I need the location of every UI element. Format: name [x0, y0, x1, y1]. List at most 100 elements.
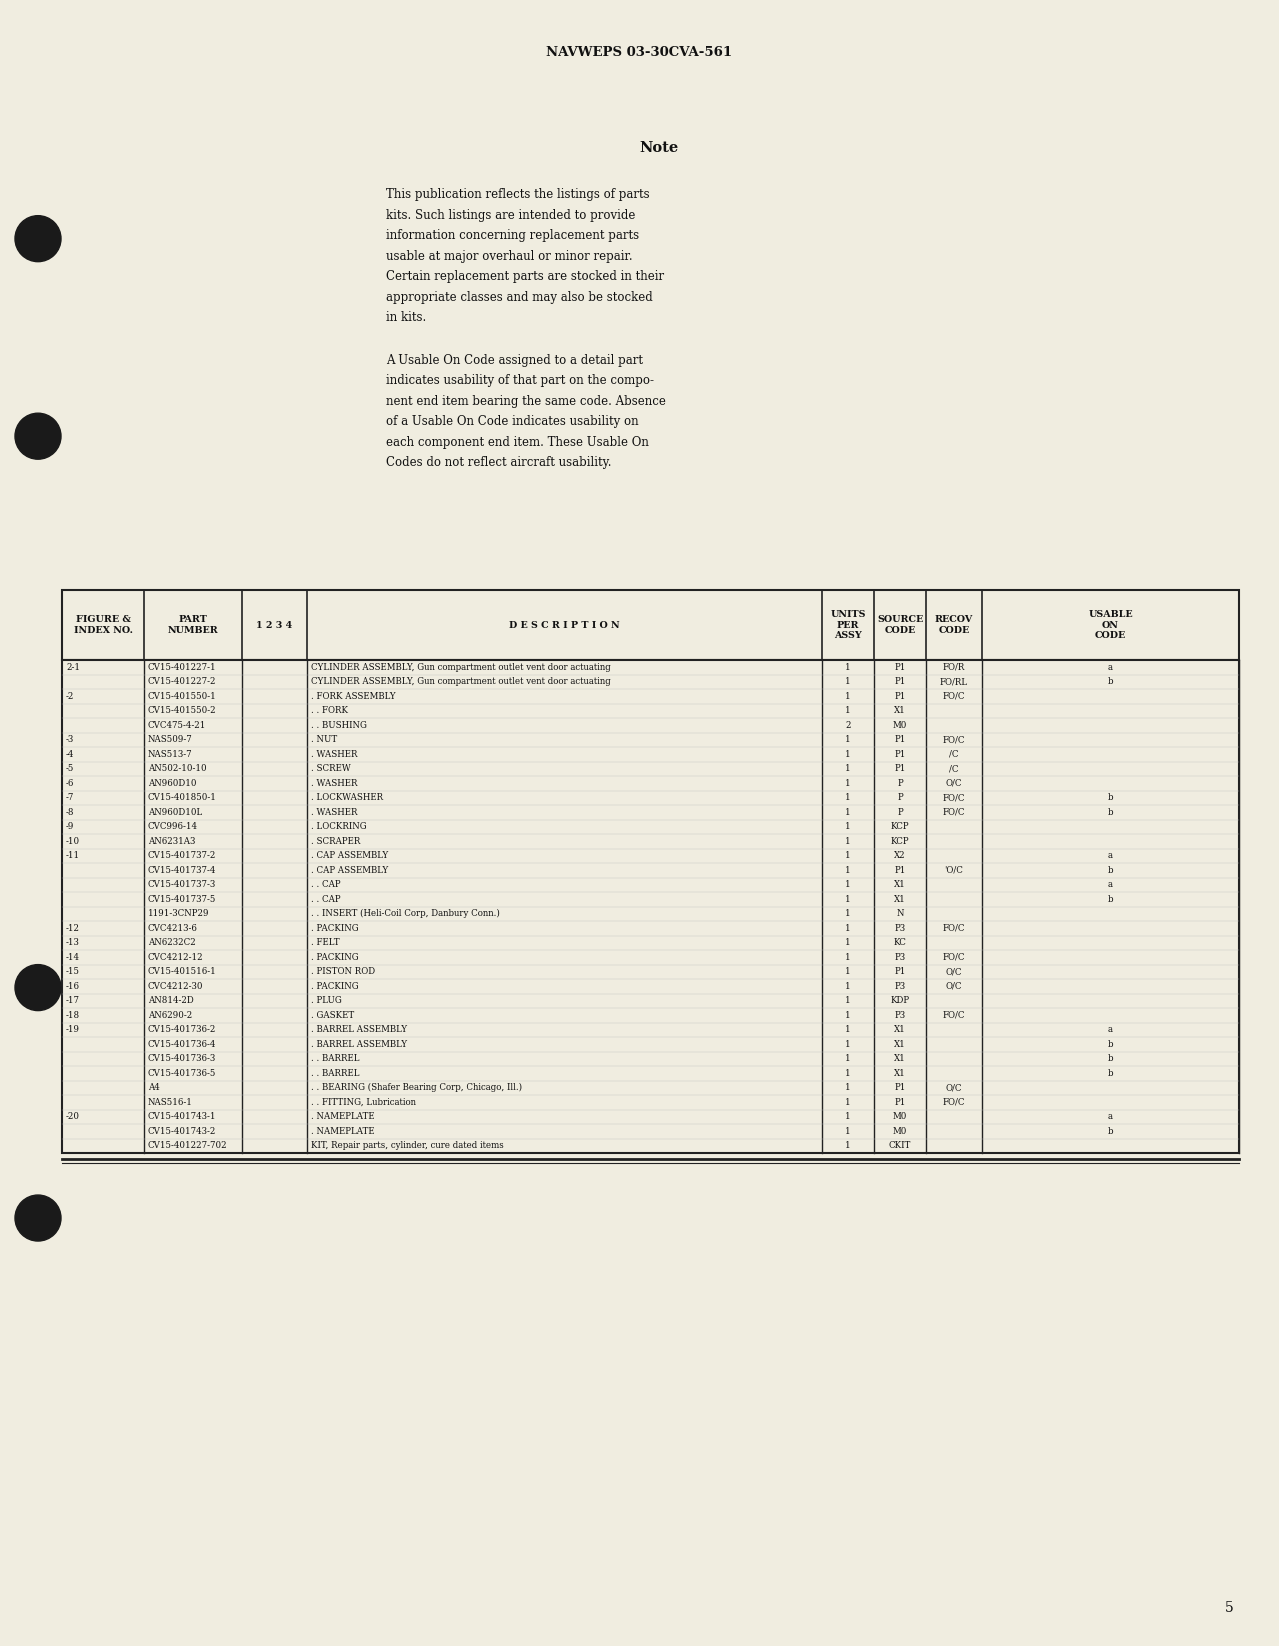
Text: -2: -2	[67, 691, 74, 701]
Text: b: b	[1108, 1040, 1113, 1049]
Text: b: b	[1108, 808, 1113, 816]
Text: 1: 1	[845, 895, 851, 904]
Text: 1: 1	[845, 923, 851, 933]
Text: UNITS
PER
ASSY: UNITS PER ASSY	[830, 611, 866, 640]
Text: . SCRAPER: . SCRAPER	[311, 836, 361, 846]
Text: X1: X1	[894, 881, 906, 889]
Text: . GASKET: . GASKET	[311, 1011, 354, 1021]
Text: KDP: KDP	[890, 996, 909, 1006]
Text: 1: 1	[845, 866, 851, 874]
Text: P1: P1	[894, 764, 906, 774]
Text: 1: 1	[845, 736, 851, 744]
Text: b: b	[1108, 866, 1113, 874]
Text: P1: P1	[894, 677, 906, 686]
Text: P1: P1	[894, 1083, 906, 1093]
Text: P3: P3	[894, 1011, 906, 1021]
Text: CV15-401736-2: CV15-401736-2	[148, 1025, 216, 1034]
Text: CV15-401737-3: CV15-401737-3	[148, 881, 216, 889]
Text: -19: -19	[67, 1025, 81, 1034]
Text: 1191-3CNP29: 1191-3CNP29	[148, 909, 210, 918]
Text: CYLINDER ASSEMBLY, Gun compartment outlet vent door actuating: CYLINDER ASSEMBLY, Gun compartment outle…	[311, 677, 611, 686]
Text: CV15-401737-5: CV15-401737-5	[148, 895, 216, 904]
Text: 1: 1	[845, 691, 851, 701]
Text: 1: 1	[845, 981, 851, 991]
Circle shape	[15, 413, 61, 459]
Text: . WASHER: . WASHER	[311, 808, 358, 816]
Text: O/C: O/C	[945, 981, 962, 991]
Text: -20: -20	[67, 1113, 81, 1121]
Text: N: N	[897, 909, 904, 918]
Text: CV15-401227-702: CV15-401227-702	[148, 1141, 228, 1151]
Text: 1: 1	[845, 881, 851, 889]
Text: . . INSERT (Heli-Coil Corp, Danbury Conn.): . . INSERT (Heli-Coil Corp, Danbury Conn…	[311, 909, 500, 918]
Text: . PACKING: . PACKING	[311, 923, 358, 933]
Text: P3: P3	[894, 981, 906, 991]
Text: 1: 1	[845, 851, 851, 861]
Bar	[61, 660, 1239, 1152]
Text: 1: 1	[845, 1040, 851, 1049]
Text: . . CAP: . . CAP	[311, 881, 340, 889]
Text: -13: -13	[67, 938, 79, 946]
Text: . BARREL ASSEMBLY: . BARREL ASSEMBLY	[311, 1025, 407, 1034]
Text: -4: -4	[67, 749, 74, 759]
Text: P: P	[897, 808, 903, 816]
Text: /C: /C	[949, 764, 959, 774]
Text: -9: -9	[67, 823, 74, 831]
Text: in kits.: in kits.	[386, 311, 426, 324]
Text: appropriate classes and may also be stocked: appropriate classes and may also be stoc…	[386, 290, 654, 303]
Text: 1: 1	[845, 1098, 851, 1106]
Text: SOURCE
CODE: SOURCE CODE	[877, 616, 923, 635]
Text: CV15-401743-2: CV15-401743-2	[148, 1128, 216, 1136]
Text: P1: P1	[894, 663, 906, 672]
Text: CKIT: CKIT	[889, 1141, 911, 1151]
Text: a: a	[1108, 1113, 1113, 1121]
Text: /C: /C	[949, 749, 959, 759]
Text: CV15-401737-4: CV15-401737-4	[148, 866, 216, 874]
Text: FO/C: FO/C	[943, 808, 966, 816]
Text: NAVWEPS 03-30CVA-561: NAVWEPS 03-30CVA-561	[546, 46, 733, 59]
Text: 1: 1	[845, 836, 851, 846]
Text: CV15-401550-1: CV15-401550-1	[148, 691, 216, 701]
Text: 1: 1	[845, 938, 851, 946]
Text: -10: -10	[67, 836, 81, 846]
Text: CVC4212-12: CVC4212-12	[148, 953, 203, 961]
Text: KCP: KCP	[890, 823, 909, 831]
Text: . FELT: . FELT	[311, 938, 340, 946]
Text: A Usable On Code assigned to a detail part: A Usable On Code assigned to a detail pa…	[386, 354, 643, 367]
Text: O/C: O/C	[945, 968, 962, 976]
Text: AN6231A3: AN6231A3	[148, 836, 196, 846]
Text: M0: M0	[893, 1128, 907, 1136]
Circle shape	[15, 216, 61, 262]
Text: CV15-401737-2: CV15-401737-2	[148, 851, 216, 861]
Text: FO/C: FO/C	[943, 923, 966, 933]
Text: X1: X1	[894, 1025, 906, 1034]
Text: . WASHER: . WASHER	[311, 749, 358, 759]
Text: usable at major overhaul or minor repair.: usable at major overhaul or minor repair…	[386, 250, 633, 262]
Text: FIGURE &
INDEX NO.: FIGURE & INDEX NO.	[73, 616, 133, 635]
Text: . NAMEPLATE: . NAMEPLATE	[311, 1113, 375, 1121]
Text: . . BUSHING: . . BUSHING	[311, 721, 367, 729]
Text: nent end item bearing the same code. Absence: nent end item bearing the same code. Abs…	[386, 395, 666, 408]
Text: M0: M0	[893, 721, 907, 729]
Text: CVC996-14: CVC996-14	[148, 823, 198, 831]
Text: b: b	[1108, 677, 1113, 686]
Text: 1: 1	[845, 749, 851, 759]
Text: 1: 1	[845, 1083, 851, 1093]
Text: kits. Such listings are intended to provide: kits. Such listings are intended to prov…	[386, 209, 636, 222]
Text: AN6290-2: AN6290-2	[148, 1011, 192, 1021]
Text: 1: 1	[845, 823, 851, 831]
Text: 1 2 3 4: 1 2 3 4	[256, 621, 293, 629]
Text: . BARREL ASSEMBLY: . BARREL ASSEMBLY	[311, 1040, 407, 1049]
Text: M0: M0	[893, 1113, 907, 1121]
Text: . LOCKWASHER: . LOCKWASHER	[311, 793, 384, 802]
Text: b: b	[1108, 895, 1113, 904]
Text: CV15-401743-1: CV15-401743-1	[148, 1113, 216, 1121]
Text: -11: -11	[67, 851, 81, 861]
Text: b: b	[1108, 1128, 1113, 1136]
Text: 1: 1	[845, 677, 851, 686]
Text: 1: 1	[845, 793, 851, 802]
Text: . NAMEPLATE: . NAMEPLATE	[311, 1128, 375, 1136]
Text: CV15-401850-1: CV15-401850-1	[148, 793, 217, 802]
Text: -12: -12	[67, 923, 81, 933]
Text: P1: P1	[894, 691, 906, 701]
